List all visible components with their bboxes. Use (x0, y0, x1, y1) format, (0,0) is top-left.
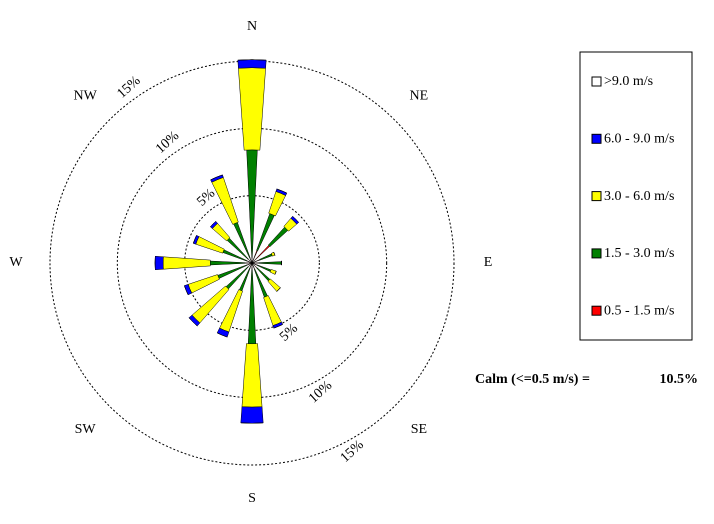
petal-segment (247, 150, 258, 258)
legend-swatch (592, 249, 601, 258)
legend-swatch (592, 192, 601, 201)
direction-label: W (9, 255, 23, 270)
petal-segment (212, 177, 239, 224)
direction-label: N (247, 19, 257, 34)
calm-value: 10.5% (660, 372, 699, 387)
legend-label: 1.5 - 3.0 m/s (604, 246, 674, 261)
petal-segment (239, 268, 250, 291)
legend-swatch (592, 134, 601, 143)
ring-label: 15% (338, 437, 367, 466)
petal-segment (248, 270, 256, 344)
legend-label: 3.0 - 6.0 m/s (604, 189, 674, 204)
petal-segment (259, 254, 272, 260)
petal-segment (264, 296, 282, 326)
petal-segment (192, 286, 229, 323)
petal-segment (241, 407, 263, 424)
direction-label: E (484, 255, 493, 270)
petal-segment (210, 261, 245, 265)
petal-segment (196, 237, 224, 254)
petal-segment (238, 60, 266, 69)
petal-segment (188, 275, 219, 294)
petal-segment (254, 269, 267, 297)
direction-label: SE (411, 422, 427, 437)
direction-label: NW (73, 88, 97, 103)
legend-swatch (592, 77, 601, 86)
direction-label: SW (75, 422, 97, 437)
petal-segment (259, 262, 282, 265)
petal-segment (163, 257, 210, 269)
ring-label: 10% (153, 128, 182, 157)
petal-segment (242, 344, 262, 407)
legend-label: 0.5 - 1.5 m/s (604, 303, 674, 318)
petal-segment (155, 256, 163, 270)
petal-segment (252, 245, 270, 263)
ring-label: 10% (306, 378, 335, 407)
direction-label: S (248, 491, 256, 506)
ring-label: 15% (115, 73, 144, 102)
petal-segment (268, 227, 288, 247)
direction-label: NE (410, 88, 429, 103)
calm-label: Calm (<=0.5 m/s) = (475, 372, 590, 387)
legend-label: >9.0 m/s (604, 74, 653, 89)
legend-swatch (592, 306, 601, 315)
ring-label: 5% (194, 186, 218, 210)
legend-label: 6.0 - 9.0 m/s (604, 132, 674, 147)
petal-segment (238, 68, 265, 150)
